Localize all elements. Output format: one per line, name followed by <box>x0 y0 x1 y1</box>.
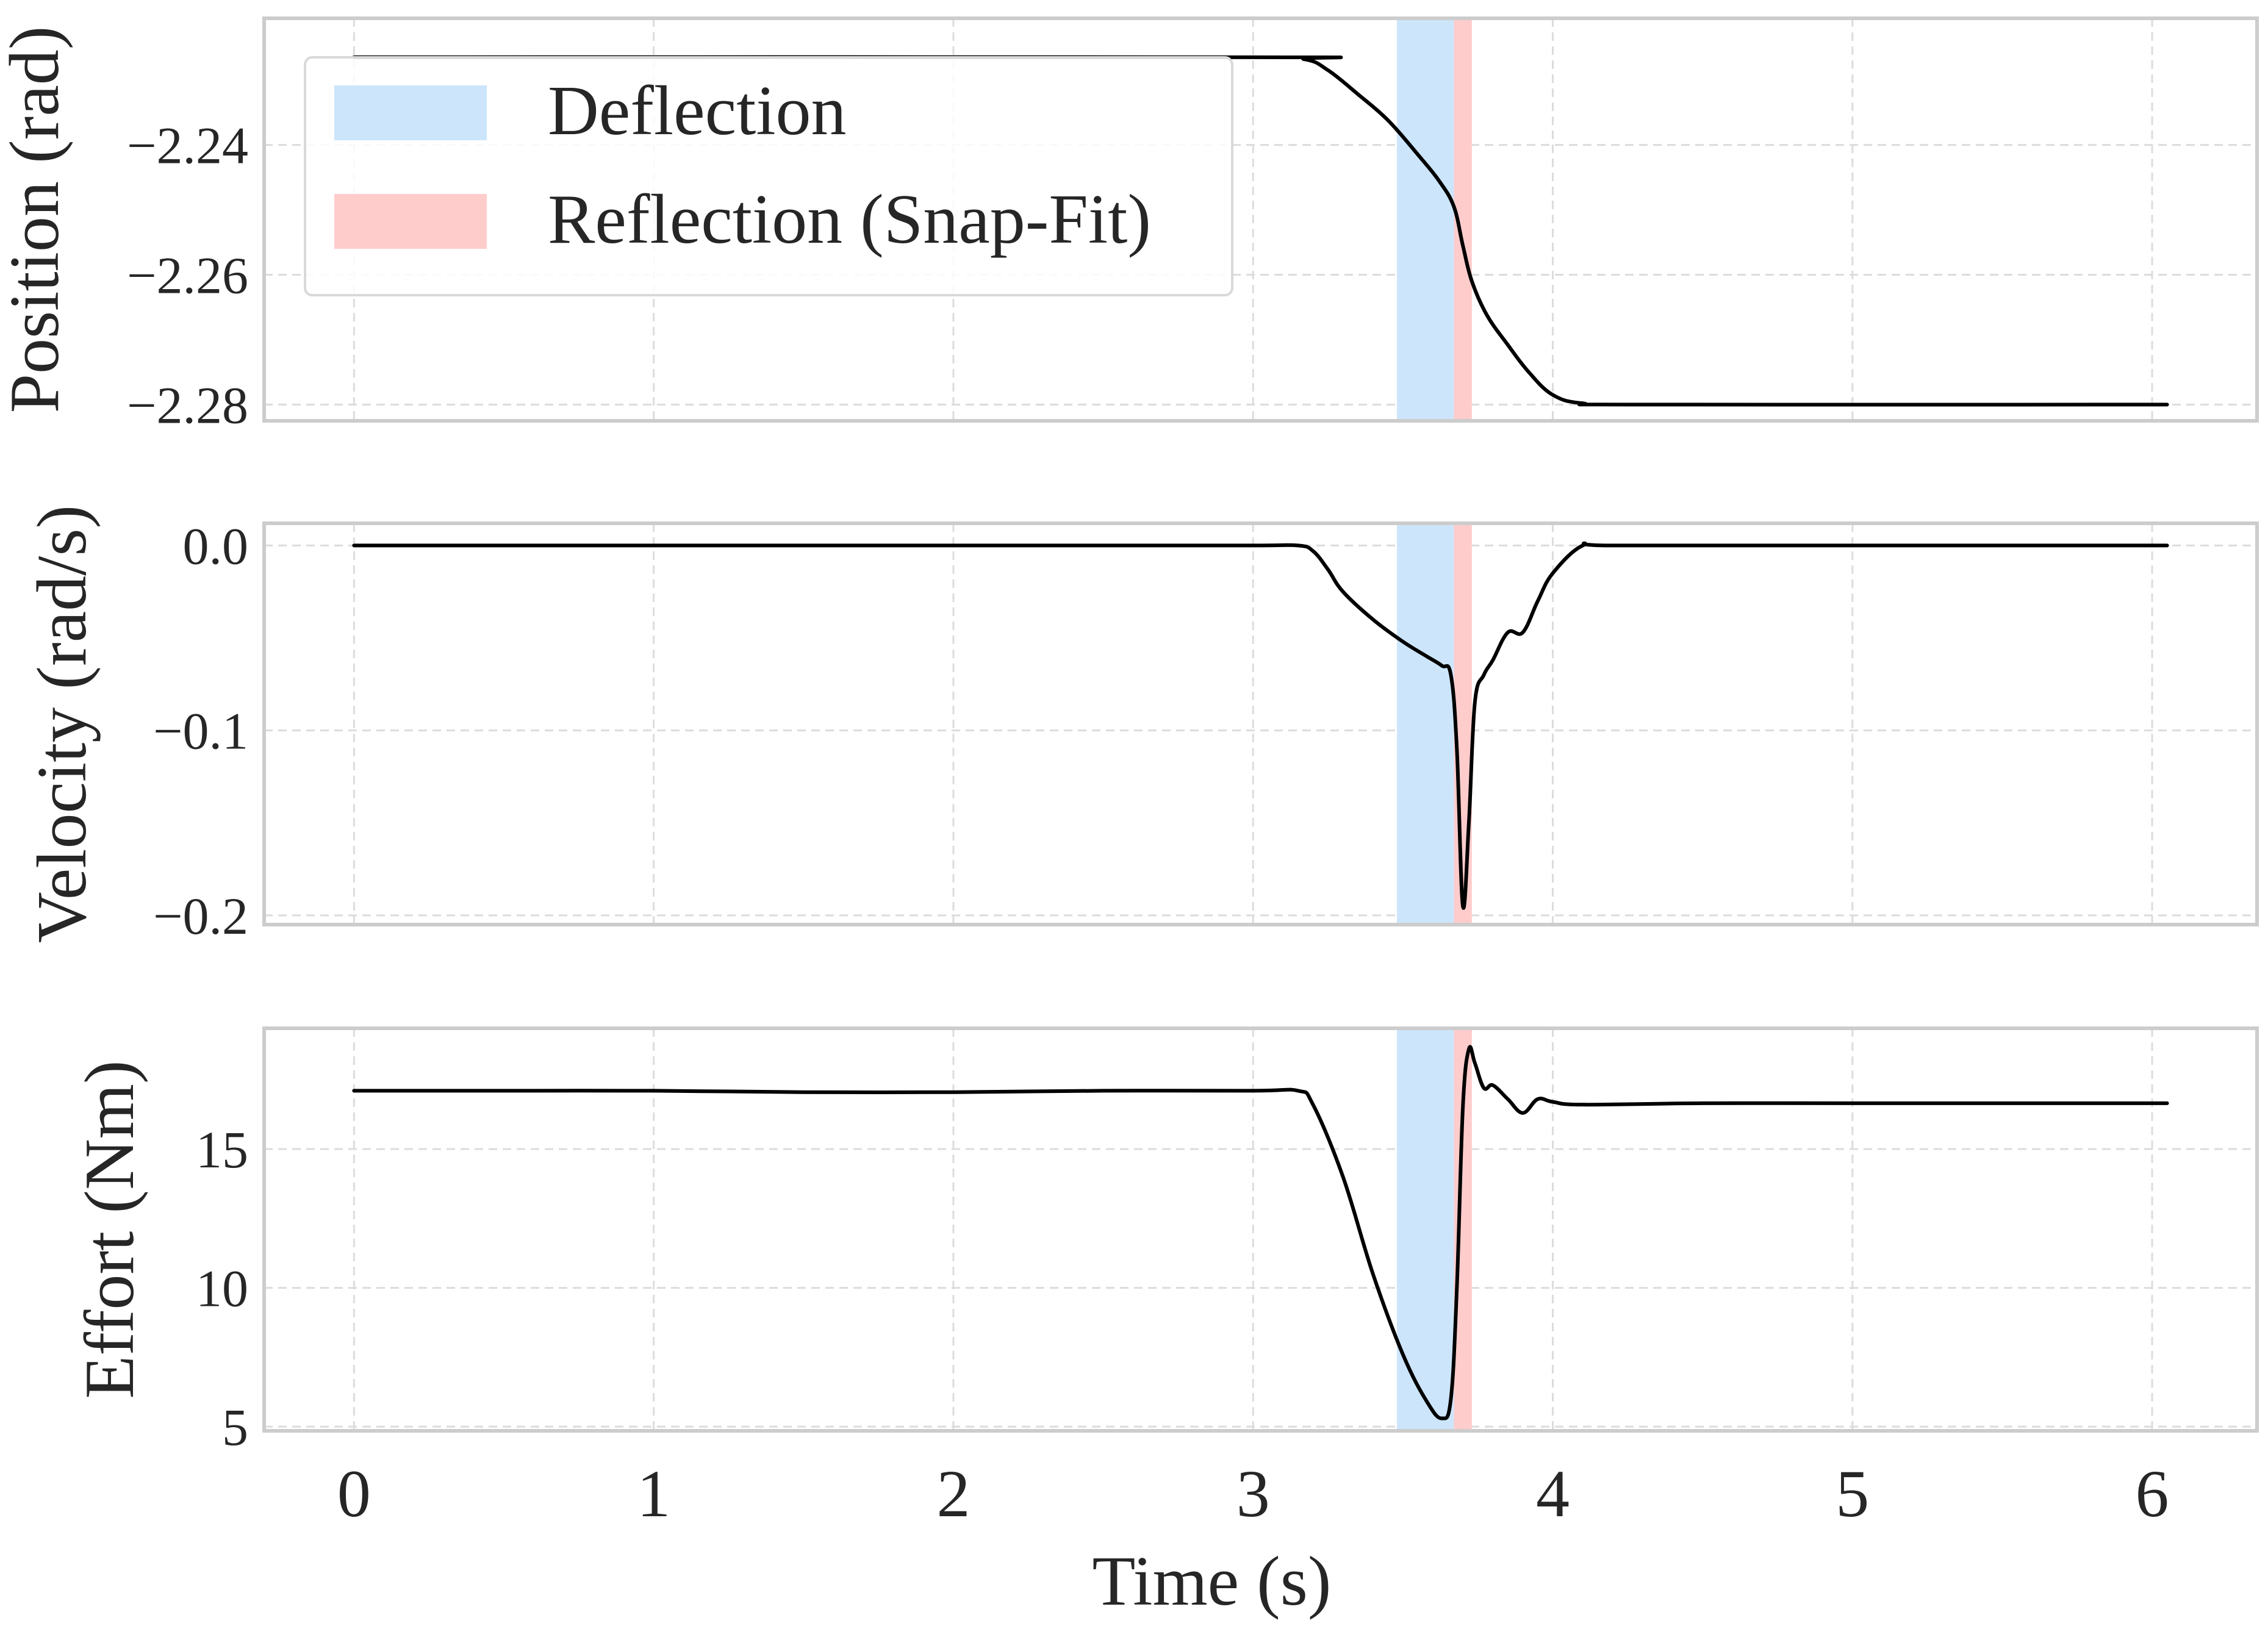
y-axis-label: Velocity (rad/s) <box>23 505 101 943</box>
shaded-region-deflection <box>1397 523 1454 925</box>
x-tick-label: 5 <box>1836 1456 1869 1531</box>
plot-frame <box>262 1026 2259 1433</box>
velocity-line <box>352 541 2169 910</box>
y-tick-label: −2.28 <box>127 376 248 434</box>
y-tick-label: 10 <box>196 1259 248 1318</box>
y-tick-label: −0.1 <box>153 702 248 761</box>
x-tick-label: 1 <box>637 1456 670 1531</box>
panel-3: 15 10 5 Effort (Nm) 0 1 2 3 4 5 6 Time (s) <box>71 1026 2259 1621</box>
effort-line <box>352 1045 2169 1420</box>
y-axis-label: Effort (Nm) <box>71 1060 149 1399</box>
plot-frame <box>262 521 2259 926</box>
y-tick-label: −2.24 <box>127 116 248 175</box>
legend-swatch <box>334 85 487 140</box>
y-tick-label: −0.2 <box>153 887 248 945</box>
shaded-region-deflection <box>1397 18 1454 421</box>
x-tick-label: 3 <box>1236 1456 1270 1531</box>
y-tick-label: 15 <box>196 1120 248 1179</box>
legend-label: Deflection <box>548 72 847 150</box>
x-tick-label: 6 <box>2136 1456 2169 1531</box>
legend-swatch <box>334 194 487 249</box>
y-tick-label: 5 <box>222 1398 248 1456</box>
shaded-region-deflection <box>1397 1028 1454 1431</box>
legend-box <box>304 56 1233 296</box>
position-line <box>352 55 2169 407</box>
plot-area <box>264 1028 2257 1431</box>
x-tick-label: 2 <box>936 1456 970 1531</box>
x-axis-label: Time (s) <box>1092 1542 1331 1621</box>
y-tick-label: 0.0 <box>183 517 249 575</box>
panel-1: −2.24 −2.26 −2.28 Position (rad) Deflection R… <box>0 16 2259 434</box>
x-tick-label: 0 <box>337 1456 371 1531</box>
legend-label: Reflection (Snap-Fit) <box>548 181 1151 259</box>
legend: Deflection Reflection (Snap-Fit) <box>304 56 1233 296</box>
plot-frame <box>262 16 2259 423</box>
x-tick-label: 4 <box>1536 1456 1570 1531</box>
y-tick-label: −2.26 <box>127 246 248 304</box>
y-axis-label: Position (rad) <box>0 26 74 414</box>
plot-area <box>264 523 2257 925</box>
panel-2: 0.0 −0.1 −0.2 Velocity (rad/s) <box>23 505 2259 945</box>
